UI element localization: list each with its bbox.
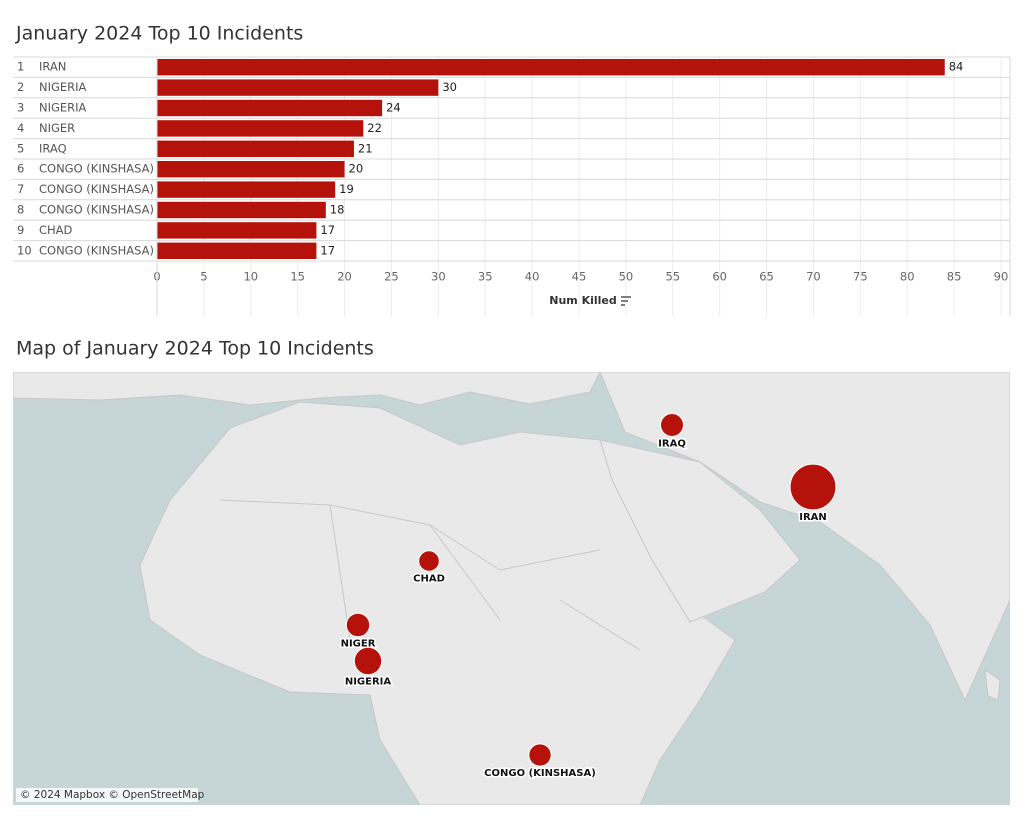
rank-label: 1 bbox=[17, 60, 24, 74]
x-tick-label: 20 bbox=[337, 270, 352, 284]
map: © 2024 Mapbox © OpenStreetMap bbox=[13, 372, 1010, 805]
rank-label: 4 bbox=[17, 121, 24, 135]
rank-label: 7 bbox=[17, 182, 24, 196]
category-label: CONGO (KINSHASA) bbox=[39, 182, 154, 196]
bar bbox=[157, 120, 364, 137]
category-label: CONGO (KINSHASA) bbox=[39, 243, 154, 257]
x-tick-label: 40 bbox=[525, 270, 540, 284]
incident-marker bbox=[789, 463, 837, 511]
bar bbox=[157, 161, 345, 178]
value-label: 30 bbox=[442, 80, 457, 94]
bar bbox=[157, 59, 945, 76]
value-label: 19 bbox=[339, 182, 354, 196]
incident-marker bbox=[353, 646, 383, 676]
category-label: IRAN bbox=[39, 60, 66, 74]
value-label: 18 bbox=[330, 203, 345, 217]
x-tick-label: 75 bbox=[853, 270, 868, 284]
bar bbox=[157, 242, 317, 259]
value-label: 21 bbox=[358, 141, 373, 155]
bar bbox=[157, 99, 383, 117]
value-label: 84 bbox=[949, 60, 964, 74]
rank-label: 9 bbox=[17, 223, 24, 237]
incident-marker bbox=[528, 743, 552, 767]
value-label: 17 bbox=[320, 223, 335, 237]
x-tick-label: 80 bbox=[900, 270, 915, 284]
value-label: 17 bbox=[320, 243, 335, 257]
marker-label: CHAD bbox=[413, 573, 445, 584]
bar bbox=[157, 222, 317, 239]
land-asia bbox=[599, 372, 1010, 702]
x-tick-label: 70 bbox=[806, 270, 821, 284]
bar bbox=[157, 181, 336, 198]
bar bbox=[157, 140, 354, 157]
x-tick-label: 60 bbox=[712, 270, 727, 284]
x-tick-label: 35 bbox=[478, 270, 493, 284]
x-tick-label: 25 bbox=[384, 270, 399, 284]
x-tick-label: 30 bbox=[431, 270, 446, 284]
marker-label: IRAQ bbox=[658, 438, 686, 449]
value-label: 22 bbox=[367, 121, 382, 135]
category-label: NIGER bbox=[39, 121, 75, 135]
incident-marker bbox=[345, 612, 371, 638]
x-tick-label: 55 bbox=[665, 270, 680, 284]
category-label: CHAD bbox=[39, 223, 73, 237]
rank-label: 3 bbox=[17, 101, 24, 115]
rank-label: 6 bbox=[17, 162, 24, 176]
land-arabia bbox=[599, 439, 801, 623]
x-tick-label: 85 bbox=[947, 270, 962, 284]
value-label: 24 bbox=[386, 101, 401, 115]
sort-icon bbox=[621, 296, 631, 306]
x-tick-label: 45 bbox=[572, 270, 587, 284]
x-tick-label: 10 bbox=[243, 270, 258, 284]
category-label: IRAQ bbox=[39, 141, 67, 155]
rank-label: 2 bbox=[17, 80, 24, 94]
incident-marker bbox=[418, 550, 440, 572]
attribution: © 2024 Mapbox © OpenStreetMap bbox=[20, 789, 205, 801]
map-title: Map of January 2024 Top 10 Incidents bbox=[16, 338, 374, 360]
incident-marker bbox=[660, 413, 684, 437]
value-label: 20 bbox=[349, 162, 364, 176]
land-madagascar bbox=[984, 668, 1001, 701]
land-europe bbox=[13, 372, 601, 406]
marker-label: NIGERIA bbox=[345, 677, 392, 688]
bar-chart: 051015202530354045505560657075808590Num … bbox=[13, 56, 1011, 316]
attribution-bg bbox=[16, 788, 198, 802]
rank-label: 10 bbox=[17, 243, 32, 257]
rank-label: 8 bbox=[17, 203, 24, 217]
x-tick-label: 50 bbox=[619, 270, 634, 284]
x-axis-title: Num Killed bbox=[549, 294, 617, 307]
rank-label: 5 bbox=[17, 141, 24, 155]
marker-label: CONGO (KINSHASA) bbox=[484, 768, 596, 779]
category-label: CONGO (KINSHASA) bbox=[39, 162, 154, 176]
category-label: NIGERIA bbox=[39, 101, 87, 115]
bar-chart-title: January 2024 Top 10 Incidents bbox=[15, 23, 303, 45]
x-tick-label: 5 bbox=[200, 270, 207, 284]
x-tick-label: 65 bbox=[759, 270, 774, 284]
bar bbox=[157, 201, 326, 219]
x-tick-label: 15 bbox=[290, 270, 305, 284]
category-label: NIGERIA bbox=[39, 80, 87, 94]
category-label: CONGO (KINSHASA) bbox=[39, 203, 154, 217]
marker-label: IRAN bbox=[799, 512, 827, 523]
x-tick-label: 90 bbox=[994, 270, 1009, 284]
borders bbox=[219, 499, 641, 651]
bar bbox=[157, 79, 439, 96]
